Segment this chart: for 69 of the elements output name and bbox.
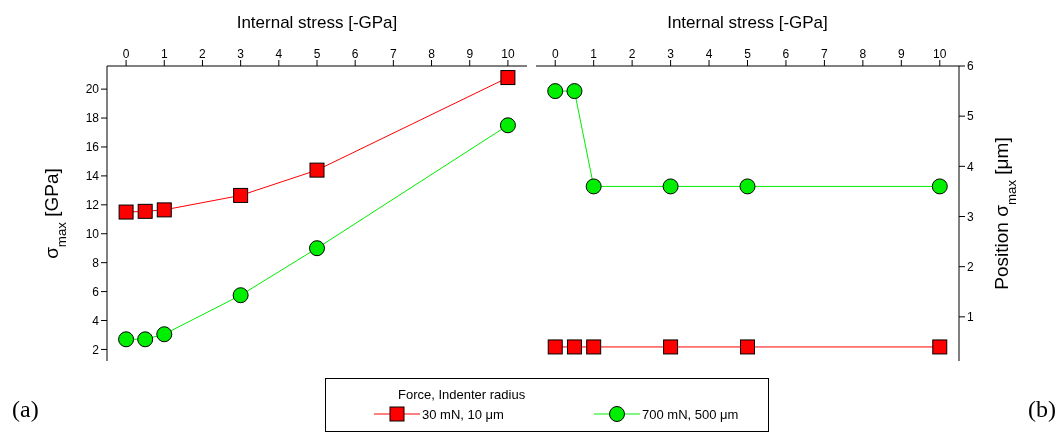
point <box>740 339 755 355</box>
point <box>931 178 948 195</box>
point <box>566 83 583 100</box>
point <box>932 339 948 355</box>
point <box>232 287 249 304</box>
point <box>662 178 679 195</box>
y-tick-label: 20 <box>85 82 100 97</box>
y-tick-label: 18 <box>85 111 100 126</box>
x-tick-label: 5 <box>744 47 752 61</box>
x-tick-label: 2 <box>628 47 636 61</box>
x-tick-label: 9 <box>466 47 474 61</box>
x-tick-label: 5 <box>313 47 321 61</box>
x-tick-label: 7 <box>390 47 398 61</box>
point <box>585 178 602 195</box>
legend-label: 700 mN, 500 μm <box>642 406 739 422</box>
x-tick-label: 2 <box>199 47 207 61</box>
x-tick-label: 0 <box>551 47 559 61</box>
point <box>309 162 325 178</box>
legend-label: 30 mN, 10 μm <box>422 406 504 422</box>
text: (b) <box>1028 396 1056 423</box>
point <box>137 203 153 219</box>
x-tick-label: 9 <box>897 47 905 61</box>
y-tick-label: 2 <box>967 259 974 274</box>
x-tick-label: 0 <box>122 47 130 61</box>
point <box>586 339 602 355</box>
x-tick-label: 4 <box>705 47 713 61</box>
x-tick-label: 3 <box>667 47 675 61</box>
y-tick-label: 16 <box>85 140 100 155</box>
x-tick-label: 7 <box>821 47 829 61</box>
y-tick-label: 10 <box>85 227 100 242</box>
x-tick-label: 10 <box>933 47 947 61</box>
point <box>156 202 172 218</box>
y-tick-label: 8 <box>92 255 100 270</box>
point <box>233 187 249 203</box>
x-tick-label: 10 <box>501 47 515 61</box>
point <box>309 240 325 257</box>
point <box>499 117 516 134</box>
y-tick-label: 4 <box>967 159 974 174</box>
x-tick-label: 8 <box>428 47 436 61</box>
point <box>739 178 756 195</box>
x-tick-label: 1 <box>590 47 598 61</box>
point <box>663 339 679 355</box>
point <box>547 83 564 100</box>
point <box>500 70 516 86</box>
y-tick-label: 5 <box>967 109 974 124</box>
text: (a) <box>12 396 39 423</box>
point <box>118 331 135 348</box>
x-tick-label: 8 <box>859 47 867 61</box>
point <box>547 339 563 355</box>
x-tick-label: 6 <box>782 47 790 61</box>
x-tick-label: 3 <box>237 47 245 61</box>
x-tick-label: 4 <box>275 47 283 61</box>
y-tick-label: 6 <box>92 284 100 299</box>
y-tick-label: 2 <box>92 342 100 357</box>
point <box>137 331 154 348</box>
legend-title: Force, Indenter radius <box>398 387 526 402</box>
x-axis-title: Internal stress [-GPa] <box>236 13 398 33</box>
x-axis-title: Internal stress [-GPa] <box>667 13 828 33</box>
y-tick-label: 3 <box>967 209 974 224</box>
y-tick-label: 6 <box>967 59 974 74</box>
x-tick-label: 6 <box>351 47 359 61</box>
y-tick-label: 1 <box>967 310 974 325</box>
point <box>566 339 582 355</box>
y-tick-label: 12 <box>85 198 100 213</box>
y-tick-label: 4 <box>92 313 100 328</box>
y-tick-label: 14 <box>85 169 100 184</box>
x-tick-label: 1 <box>160 47 168 61</box>
point <box>118 204 134 220</box>
point <box>156 326 173 343</box>
